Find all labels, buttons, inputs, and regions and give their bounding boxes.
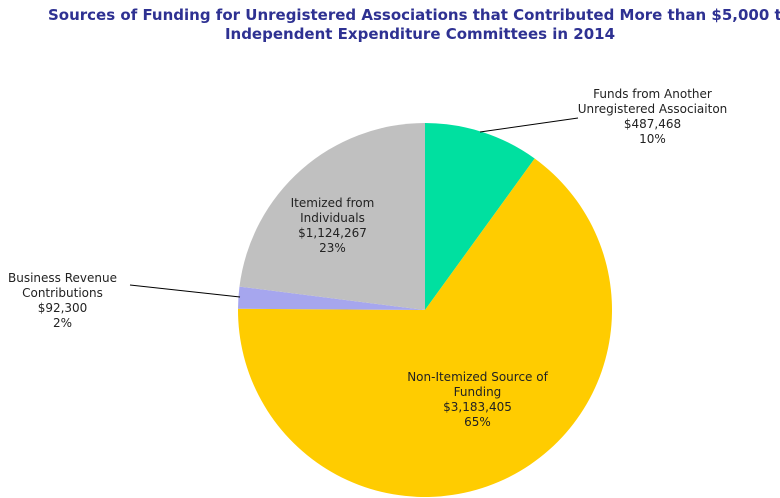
slice-value: $3,183,405 xyxy=(443,400,512,414)
slice-share: 10% xyxy=(639,132,666,146)
slice-name: Funds from Another Unregistered Associai… xyxy=(577,87,728,116)
slice-label: Business Revenue Contributions $92,300 2% xyxy=(0,271,125,331)
slice-label: Non-Itemized Source of Funding $3,183,405… xyxy=(395,370,560,430)
slice-share: 2% xyxy=(52,316,73,330)
slice-value: $1,124,267 xyxy=(298,226,367,240)
slice-name: Itemized from Individuals xyxy=(290,196,375,225)
slice-value: $487,468 xyxy=(623,117,682,131)
slice-label: Funds from Another Unregistered Associai… xyxy=(570,87,735,147)
pie-slice xyxy=(238,158,612,497)
leader-line xyxy=(479,117,579,133)
chart-title: Sources of Funding for Unregistered Asso… xyxy=(47,6,780,43)
slice-share: 65% xyxy=(464,415,491,429)
slice-label: Itemized from Individuals $1,124,267 23% xyxy=(270,196,395,256)
pie-slice xyxy=(425,123,535,310)
slice-name: Business Revenue Contributions xyxy=(8,271,117,300)
slice-value: $92,300 xyxy=(37,301,88,315)
slice-share: 23% xyxy=(319,241,346,255)
slice-name: Non-Itemized Source of Funding xyxy=(407,370,548,399)
pie-slice xyxy=(238,286,425,310)
pie-slice xyxy=(239,123,425,310)
leader-line xyxy=(129,284,241,298)
